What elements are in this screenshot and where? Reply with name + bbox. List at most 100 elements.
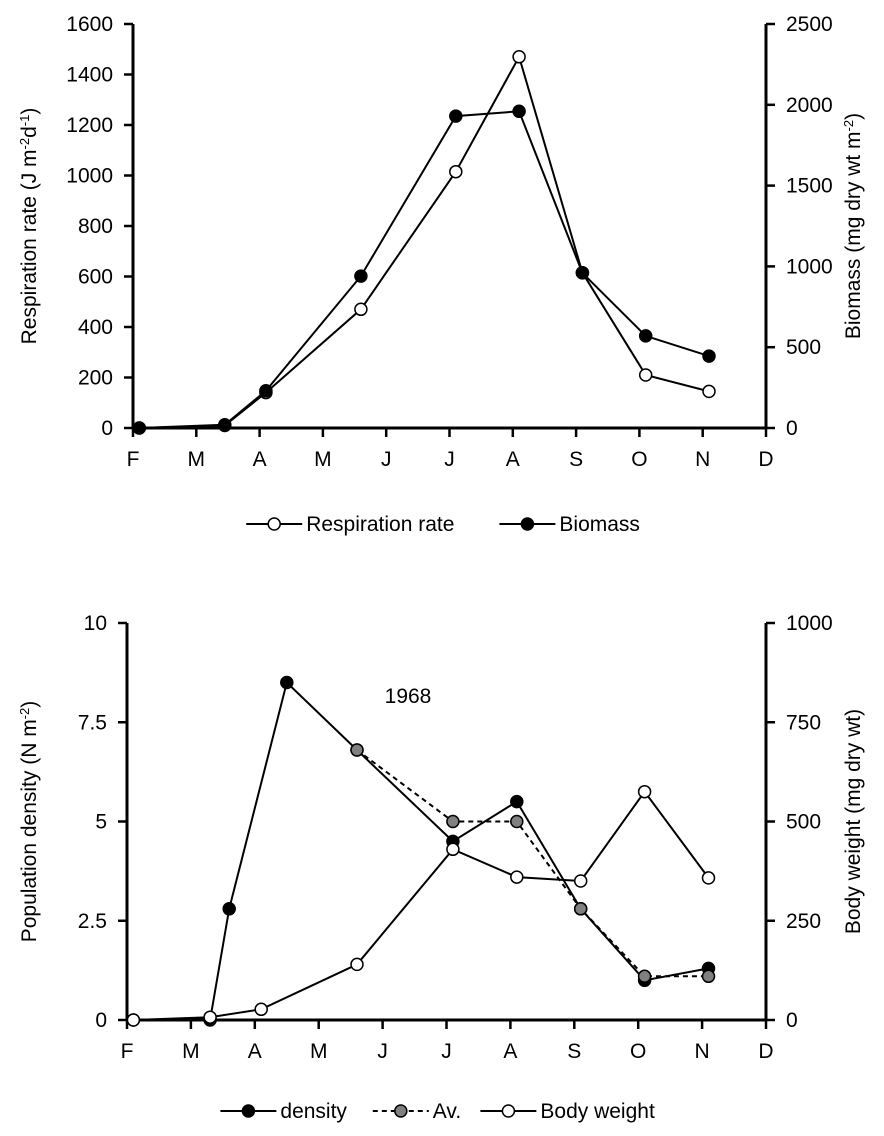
- data-point-body-weight: [203, 1010, 217, 1024]
- series-line-body-weight: [133, 790, 710, 1021]
- right-tick-label: 250: [786, 910, 821, 933]
- right-axis-title-part-0: Body weight (mg dry wt): [842, 709, 865, 934]
- right-tick-label: 500: [786, 336, 821, 359]
- data-point-density: [280, 675, 294, 690]
- x-tick-label: A: [248, 1040, 262, 1063]
- x-tick-label: J: [381, 448, 392, 471]
- left-axis-title: Respiration rate (J m-2d-1): [17, 108, 42, 345]
- data-point-av-: [637, 969, 652, 984]
- left-axis-title-part-1: -2: [17, 138, 32, 150]
- x-tick-label: J: [377, 1040, 388, 1063]
- legend: density Av. Body weight: [220, 1100, 655, 1123]
- chart-annotation: 1968: [385, 685, 432, 708]
- left-axis-title-part-1: -2: [17, 708, 32, 720]
- x-tick-label: N: [695, 1040, 710, 1063]
- x-tick-label: A: [506, 448, 520, 471]
- data-point-body-weight: [510, 870, 524, 884]
- right-tick-label: 0: [786, 1009, 798, 1032]
- data-point-av-: [701, 969, 716, 984]
- left-tick-label: 200: [78, 367, 113, 390]
- left-axis-title-part-0: Respiration rate (J m: [18, 149, 41, 344]
- x-tick-label: D: [758, 1040, 773, 1063]
- data-point-biomass: [512, 104, 526, 119]
- data-point-density: [222, 902, 236, 916]
- right-tick-label: 0: [786, 417, 798, 440]
- right-tick-label: 1000: [786, 612, 833, 635]
- data-point-biomass: [259, 384, 273, 398]
- data-point-body-weight: [573, 874, 588, 888]
- right-axis-title-part-1: -2: [841, 120, 856, 132]
- left-tick-label: 1600: [66, 13, 113, 36]
- data-point-respiration-rate: [449, 164, 463, 179]
- left-tick-label: 2.5: [78, 910, 107, 933]
- data-point-biomass: [449, 109, 463, 123]
- legend: Respiration rate Biomass: [246, 513, 640, 536]
- x-tick-label: F: [127, 448, 140, 471]
- left-tick-label: 800: [78, 215, 113, 238]
- x-tick-label: M: [182, 1040, 200, 1063]
- data-point-body-weight: [126, 1013, 141, 1027]
- data-point-biomass: [575, 266, 590, 280]
- right-axis-title: Body weight (mg dry wt): [842, 709, 865, 934]
- legend-marker-1: [267, 517, 281, 531]
- x-tick-label: S: [567, 1040, 581, 1063]
- data-point-biomass: [218, 418, 232, 432]
- x-tick-label: F: [121, 1040, 134, 1063]
- legend-label-1: density: [280, 1100, 347, 1123]
- data-point-body-weight: [350, 957, 364, 972]
- legend-label-2: Av.: [433, 1100, 461, 1123]
- left-axis-title: Population density (N m-2): [17, 701, 42, 943]
- left-tick-label: 1400: [66, 64, 113, 87]
- data-point-density: [510, 794, 524, 809]
- data-point-av-: [510, 814, 524, 829]
- left-axis-title-part-2: ): [18, 701, 41, 708]
- right-tick-label: 750: [786, 711, 821, 734]
- left-tick-label: 400: [78, 316, 113, 339]
- data-point-av-: [350, 743, 364, 757]
- data-point-biomass: [638, 329, 653, 343]
- data-point-biomass: [702, 349, 716, 363]
- legend-label-2: Biomass: [559, 513, 640, 536]
- left-axis-title-part-4: ): [18, 108, 41, 115]
- legend-label-3: Body weight: [540, 1100, 655, 1123]
- data-point-av-: [446, 814, 460, 829]
- chart-panel-2: 0 2.5 5 7.5 10 0 250 500 750 1000 F M A M J J A S O N D 1968 d…: [78, 612, 833, 1123]
- left-axis-title-part-0: Population density (N m: [18, 719, 41, 942]
- left-tick-label: 7.5: [78, 711, 107, 734]
- x-tick-label: M: [314, 448, 332, 471]
- chart-panel-1: 0 200 400 600 800 1000 1200 1400 1600 0 500 1000 150…: [66, 13, 832, 536]
- right-tick-label: 500: [786, 811, 821, 834]
- data-point-respiration-rate: [638, 368, 653, 382]
- data-point-respiration-rate: [702, 384, 716, 399]
- right-tick-label: 1500: [786, 175, 833, 198]
- left-tick-label: 0: [95, 1009, 107, 1032]
- right-axis-title: Biomass (mg dry wt m-2): [841, 113, 866, 339]
- series-line-av-: [356, 749, 709, 978]
- left-tick-label: 1200: [66, 114, 113, 137]
- right-tick-label: 2500: [786, 13, 833, 36]
- data-point-biomass: [132, 421, 147, 435]
- legend-label-1: Respiration rate: [306, 513, 454, 536]
- data-point-body-weight: [446, 842, 460, 857]
- right-tick-label: 1000: [786, 255, 833, 278]
- series-line-biomass: [139, 110, 710, 429]
- x-tick-label: D: [758, 448, 773, 471]
- x-tick-label: S: [569, 448, 583, 471]
- x-tick-label: A: [253, 448, 267, 471]
- left-tick-label: 1000: [66, 165, 113, 188]
- x-tick-label: M: [188, 448, 206, 471]
- data-point-body-weight: [637, 784, 652, 799]
- x-tick-label: O: [631, 448, 647, 471]
- data-point-respiration-rate: [512, 50, 526, 64]
- legend-marker-3: [501, 1104, 516, 1118]
- data-point-body-weight: [254, 1002, 268, 1017]
- left-tick-label: 5: [95, 811, 107, 834]
- x-tick-label: A: [503, 1040, 517, 1063]
- left-tick-label: 0: [101, 417, 113, 440]
- data-point-body-weight: [701, 871, 716, 885]
- x-tick-label: O: [630, 1040, 646, 1063]
- x-tick-label: N: [695, 448, 710, 471]
- data-point-respiration-rate: [354, 302, 368, 317]
- data-point-biomass: [354, 269, 368, 283]
